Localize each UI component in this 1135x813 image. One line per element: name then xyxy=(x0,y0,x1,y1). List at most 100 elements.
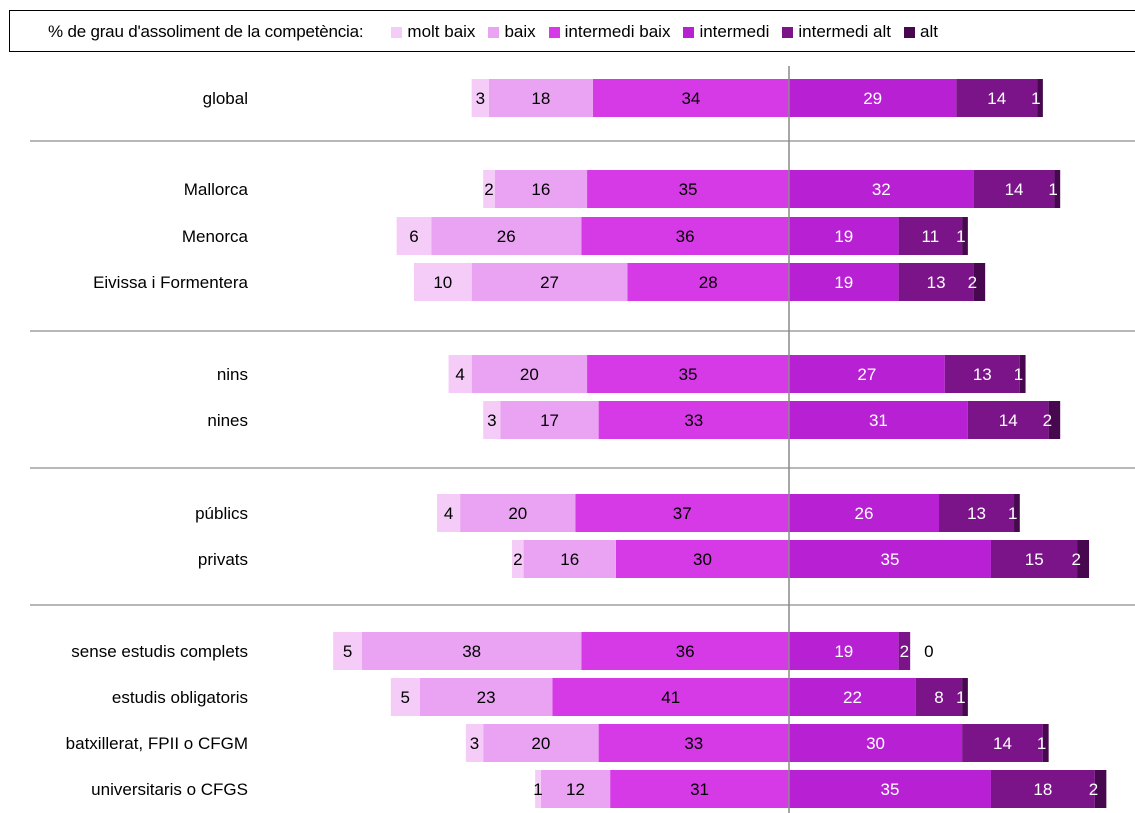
bar-segment xyxy=(471,263,628,301)
bar-segment xyxy=(944,355,1020,393)
bar-segment xyxy=(512,540,524,578)
bar-segment xyxy=(540,770,611,808)
bar-segment xyxy=(437,494,461,532)
legend-item: molt baix xyxy=(391,22,475,42)
bar-segment xyxy=(789,770,991,808)
bar-segment xyxy=(500,401,599,439)
bar-segment xyxy=(494,170,588,208)
legend-label: alt xyxy=(919,22,938,41)
bar-segment xyxy=(967,401,1049,439)
category-label: universitaris o CFGS xyxy=(91,780,248,799)
bar-segment xyxy=(483,170,495,208)
data-label: 0 xyxy=(924,642,933,661)
bar-segment xyxy=(396,217,432,255)
data-label: 1 xyxy=(956,227,965,246)
bar-segment xyxy=(1019,355,1026,393)
bar-segment xyxy=(523,540,616,578)
data-label: 2 xyxy=(900,642,909,661)
legend-swatch xyxy=(683,26,695,38)
category-label: nines xyxy=(207,411,248,430)
legend: % de grau d'assoliment de la competència… xyxy=(9,10,1135,52)
category-label: estudis obligatoris xyxy=(112,688,248,707)
bar-segment xyxy=(483,724,599,762)
bar-segment xyxy=(962,724,1043,762)
data-label: 14 xyxy=(1005,180,1024,199)
legend-row: % de grau d'assoliment de la competència… xyxy=(48,11,951,53)
bar-segment xyxy=(1048,401,1061,439)
data-label: 30 xyxy=(693,550,712,569)
data-label: 35 xyxy=(881,780,900,799)
legend-label: intermedi xyxy=(699,22,770,41)
data-label: 31 xyxy=(690,780,709,799)
data-label: 19 xyxy=(834,642,853,661)
data-label: 20 xyxy=(520,365,539,384)
category-label: Eivissa i Formentera xyxy=(93,273,248,292)
data-label: 6 xyxy=(409,227,418,246)
bar-segment xyxy=(1042,724,1049,762)
data-label: 12 xyxy=(566,780,585,799)
bar-segment xyxy=(598,401,789,439)
data-label: 30 xyxy=(866,734,885,753)
legend-item: intermedi alt xyxy=(782,22,891,42)
bar-segment xyxy=(1037,79,1043,117)
data-label: 29 xyxy=(863,89,882,108)
bar-segment xyxy=(575,494,789,532)
data-label: 16 xyxy=(560,550,579,569)
data-label: 11 xyxy=(922,227,940,246)
data-label: 5 xyxy=(401,688,410,707)
legend-swatch xyxy=(782,26,794,38)
data-label: 23 xyxy=(477,688,496,707)
data-label: 35 xyxy=(679,180,698,199)
legend-item: intermedi xyxy=(683,22,769,42)
bar-segment xyxy=(789,170,974,208)
data-label: 2 xyxy=(968,273,977,292)
data-label: 4 xyxy=(444,504,453,523)
bar-segment xyxy=(789,678,916,716)
bar-segment xyxy=(598,724,789,762)
data-label: 41 xyxy=(661,688,680,707)
bar-segment xyxy=(990,770,1095,808)
bar-segment xyxy=(448,355,472,393)
bar-segment xyxy=(973,263,986,301)
bar-segment xyxy=(1054,170,1061,208)
bar-segment xyxy=(789,540,991,578)
category-label: nins xyxy=(217,365,248,384)
data-label: 38 xyxy=(462,642,481,661)
category-label: privats xyxy=(198,550,248,569)
bar-segment xyxy=(390,678,420,716)
data-label: 1 xyxy=(1008,504,1017,523)
legend-label: intermedi baix xyxy=(564,22,671,41)
data-label: 2 xyxy=(1089,780,1098,799)
data-label: 13 xyxy=(967,504,986,523)
bar-segment xyxy=(552,678,789,716)
bar-segment xyxy=(1094,770,1107,808)
bar-segment xyxy=(419,678,553,716)
bar-segment xyxy=(939,494,1015,532)
data-label: 1 xyxy=(1014,365,1023,384)
data-label: 31 xyxy=(869,411,888,430)
data-label: 37 xyxy=(673,504,692,523)
bar-segment xyxy=(431,217,582,255)
data-label: 2 xyxy=(1043,411,1052,430)
bar-segment xyxy=(413,263,472,301)
data-label: 35 xyxy=(679,365,698,384)
bar-segment xyxy=(1014,494,1020,532)
data-label: 26 xyxy=(497,227,516,246)
bar-segment xyxy=(488,79,593,117)
category-label: global xyxy=(203,89,248,108)
legend-item: baix xyxy=(488,22,536,42)
data-label: 2 xyxy=(513,550,522,569)
data-label: 28 xyxy=(699,273,718,292)
data-label: 1 xyxy=(1048,180,1057,199)
bar-segment xyxy=(789,355,945,393)
data-label: 1 xyxy=(1037,734,1046,753)
legend-title: % de grau d'assoliment de la competència… xyxy=(48,22,364,41)
bar-segment xyxy=(789,401,968,439)
bar-segment xyxy=(973,170,1055,208)
bar-segment xyxy=(962,678,968,716)
bar-segment xyxy=(615,540,789,578)
bar-segment xyxy=(460,494,576,532)
bar-segment xyxy=(581,632,789,670)
data-label: 3 xyxy=(470,734,479,753)
data-label: 2 xyxy=(1072,550,1081,569)
